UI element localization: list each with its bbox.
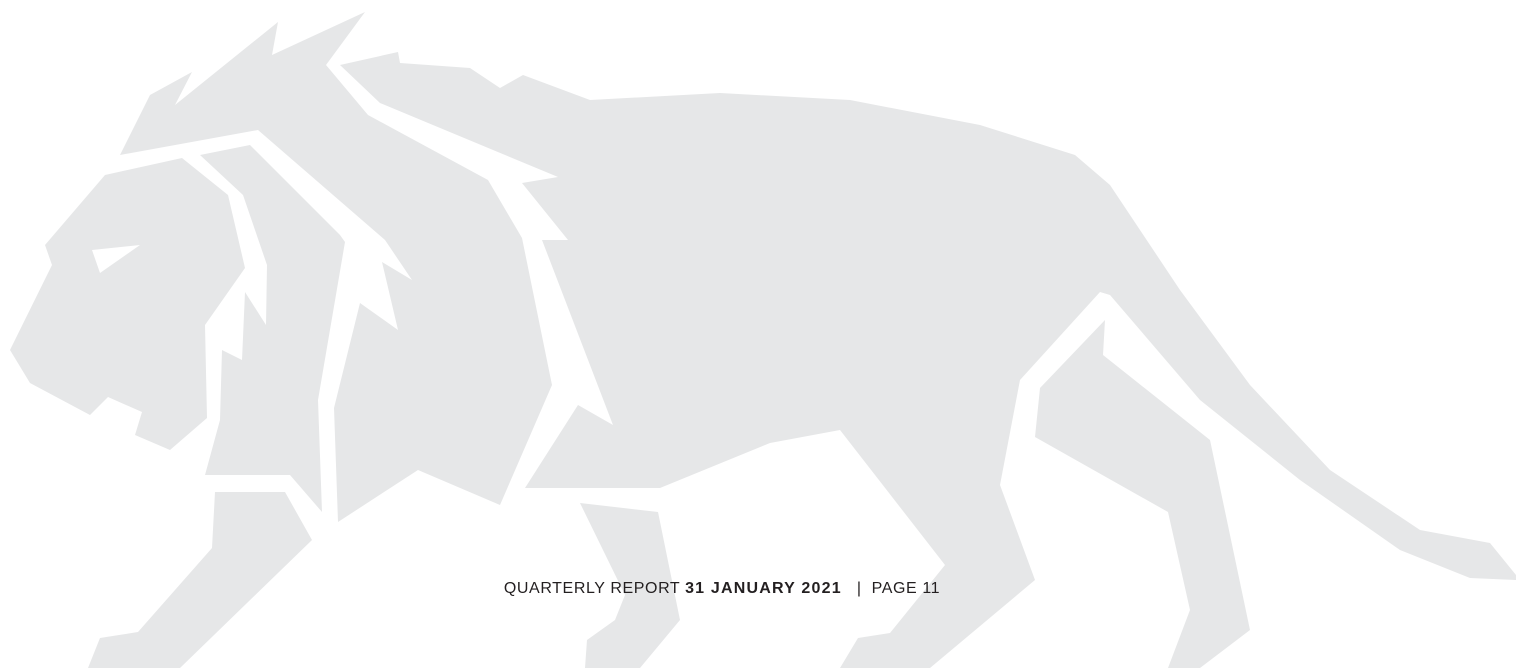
lion-watermark [0,0,1516,668]
footer: QUARTERLY REPORT 31 JANUARY 2021 | PAGE 1… [0,580,1444,598]
face [10,158,245,450]
report-date: 31 JANUARY 2021 [685,580,842,597]
separator: | [857,580,862,597]
page-number: PAGE 11 [872,580,941,597]
page: QUARTERLY REPORT 31 JANUARY 2021 | PAGE 1… [0,0,1516,668]
report-title: QUARTERLY REPORT [504,580,680,597]
